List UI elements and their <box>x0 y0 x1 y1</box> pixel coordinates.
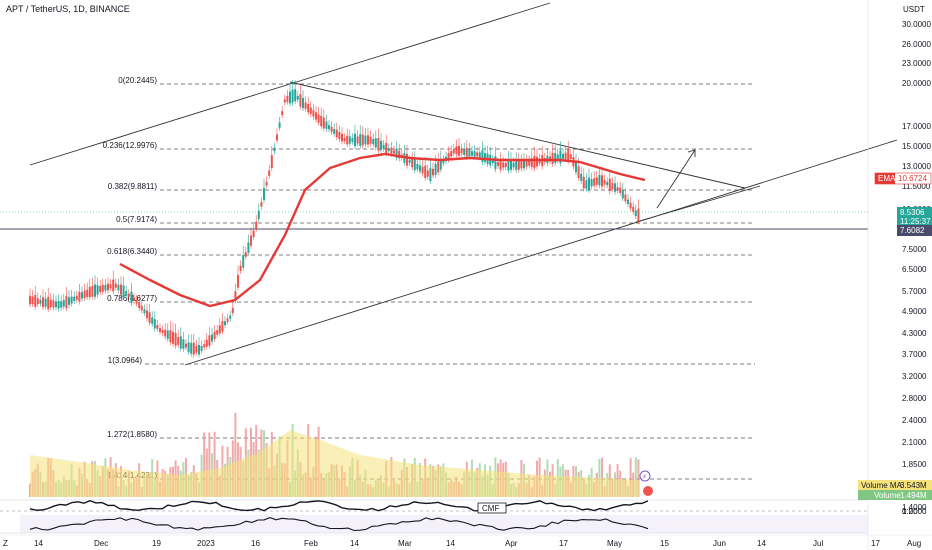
svg-text:Volume: Volume <box>874 491 901 500</box>
price-tag: 8.5306 11:25:37 <box>897 207 932 227</box>
time-tick: 15 <box>660 539 669 548</box>
svg-text:Volume MA: Volume MA <box>861 481 903 490</box>
fib-level-label: 1.272(1.8580) <box>107 430 157 439</box>
cmf-label: CMF <box>482 504 499 513</box>
price-tick: 7.5000 <box>902 245 927 254</box>
time-tick: Apr <box>505 539 518 548</box>
svg-text:7.6082: 7.6082 <box>900 226 925 235</box>
symbol-title: APT / TetherUS, 1D, BINANCE <box>6 4 130 14</box>
price-tick: 1.2000 <box>902 507 927 516</box>
price-tick: 4.3000 <box>902 329 927 338</box>
time-tick: 17 <box>871 539 880 548</box>
events-icon[interactable] <box>643 486 653 496</box>
axis-unit: USDT <box>903 5 925 14</box>
time-tick: 14 <box>350 539 359 548</box>
price-tick: 17.0000 <box>902 122 931 131</box>
price-tick: 13.0000 <box>902 162 931 171</box>
price-tick: 30.0000 <box>902 20 931 29</box>
price-tick: 20.0000 <box>902 79 931 88</box>
price-tick: 2.1000 <box>902 438 927 447</box>
time-tick: Feb <box>304 539 318 548</box>
time-tick: Aug <box>907 539 921 548</box>
price-tick: 6.5000 <box>902 265 927 274</box>
triangle-lower-line[interactable] <box>635 185 761 223</box>
price-tick: 23.0000 <box>902 59 931 68</box>
time-axis[interactable]: 14 Dec 19 2023 16 Feb 14 Mar 14 Apr 17 May 15 Jun 14 Ju… <box>34 539 921 548</box>
time-tick: Jun <box>713 539 726 548</box>
candlesticks <box>29 80 640 358</box>
time-tick: Mar <box>398 539 412 548</box>
time-tick: 16 <box>251 539 260 548</box>
line-tag: 7.6082 <box>897 225 932 236</box>
channel-lower-line[interactable] <box>184 139 898 366</box>
fib-level-label: 1(3.0964) <box>108 356 143 365</box>
volume-bars <box>29 413 640 497</box>
price-tick: 2.8000 <box>902 394 927 403</box>
time-tick: 2023 <box>197 539 215 548</box>
ema-tag: EMA 10.6724 <box>874 172 932 185</box>
svg-text:⚡: ⚡ <box>642 473 647 481</box>
time-tick: May <box>607 539 622 548</box>
trend-channel-lines[interactable] <box>29 2 898 366</box>
ema-line <box>119 152 646 308</box>
time-tick: Dec <box>94 539 108 548</box>
time-tick: 17 <box>559 539 568 548</box>
fib-level-label: 0.618(6.3440) <box>107 247 157 256</box>
svg-text:8.5306: 8.5306 <box>900 208 925 217</box>
projection-arrow-head <box>687 149 696 157</box>
price-tick: 3.2000 <box>902 372 927 381</box>
time-tick: 19 <box>152 539 161 548</box>
price-tick: 5.7000 <box>902 287 927 296</box>
fib-level-label: 0.236(12.9976) <box>103 141 158 150</box>
time-tick: 14 <box>446 539 455 548</box>
svg-text:1.494M: 1.494M <box>900 491 927 500</box>
price-tick: 0.00 <box>902 507 918 516</box>
svg-text:EMA: EMA <box>878 174 896 183</box>
price-tick: 2.4000 <box>902 416 927 425</box>
price-tick: 11.5000 <box>902 182 931 191</box>
price-tick: 3.7000 <box>902 350 927 359</box>
price-axis[interactable]: 30.0000 26.0000 23.0000 20.0000 17.0000 15.00… <box>902 20 931 516</box>
fib-level-label: 0.5(7.9174) <box>116 215 157 224</box>
time-tick: 14 <box>757 539 766 548</box>
price-tick: 1.4000 <box>902 503 927 512</box>
volume-tag: Volume 1.494M <box>858 490 932 500</box>
lightning-icon[interactable] <box>639 470 651 482</box>
volume-ma-tag: Volume MA 3.543M <box>858 480 932 490</box>
projection-arrow[interactable] <box>656 149 696 209</box>
fib-level-label: 0.382(9.8811) <box>108 182 158 191</box>
time-tick: Jul <box>813 539 823 548</box>
price-tick: 1.8500 <box>902 460 927 469</box>
corner-mark: Z <box>3 539 8 548</box>
price-tick: 15.0000 <box>902 142 931 151</box>
price-tick: 26.0000 <box>902 40 931 49</box>
time-tick: 14 <box>34 539 43 548</box>
triangle-upper-line[interactable] <box>289 81 746 189</box>
fib-level-label: 0(20.2445) <box>118 76 157 85</box>
price-tick: 4.9000 <box>902 307 927 316</box>
cmf-pane[interactable]: CMF <box>0 499 868 534</box>
svg-text:11:25:37: 11:25:37 <box>900 217 931 226</box>
svg-text:3.543M: 3.543M <box>900 481 927 490</box>
svg-text:10.6724: 10.6724 <box>898 174 927 183</box>
fib-retracement-levels[interactable]: 0(20.2445) 0.236(12.9976) 0.382(9.8811) 0.5… <box>103 76 755 480</box>
